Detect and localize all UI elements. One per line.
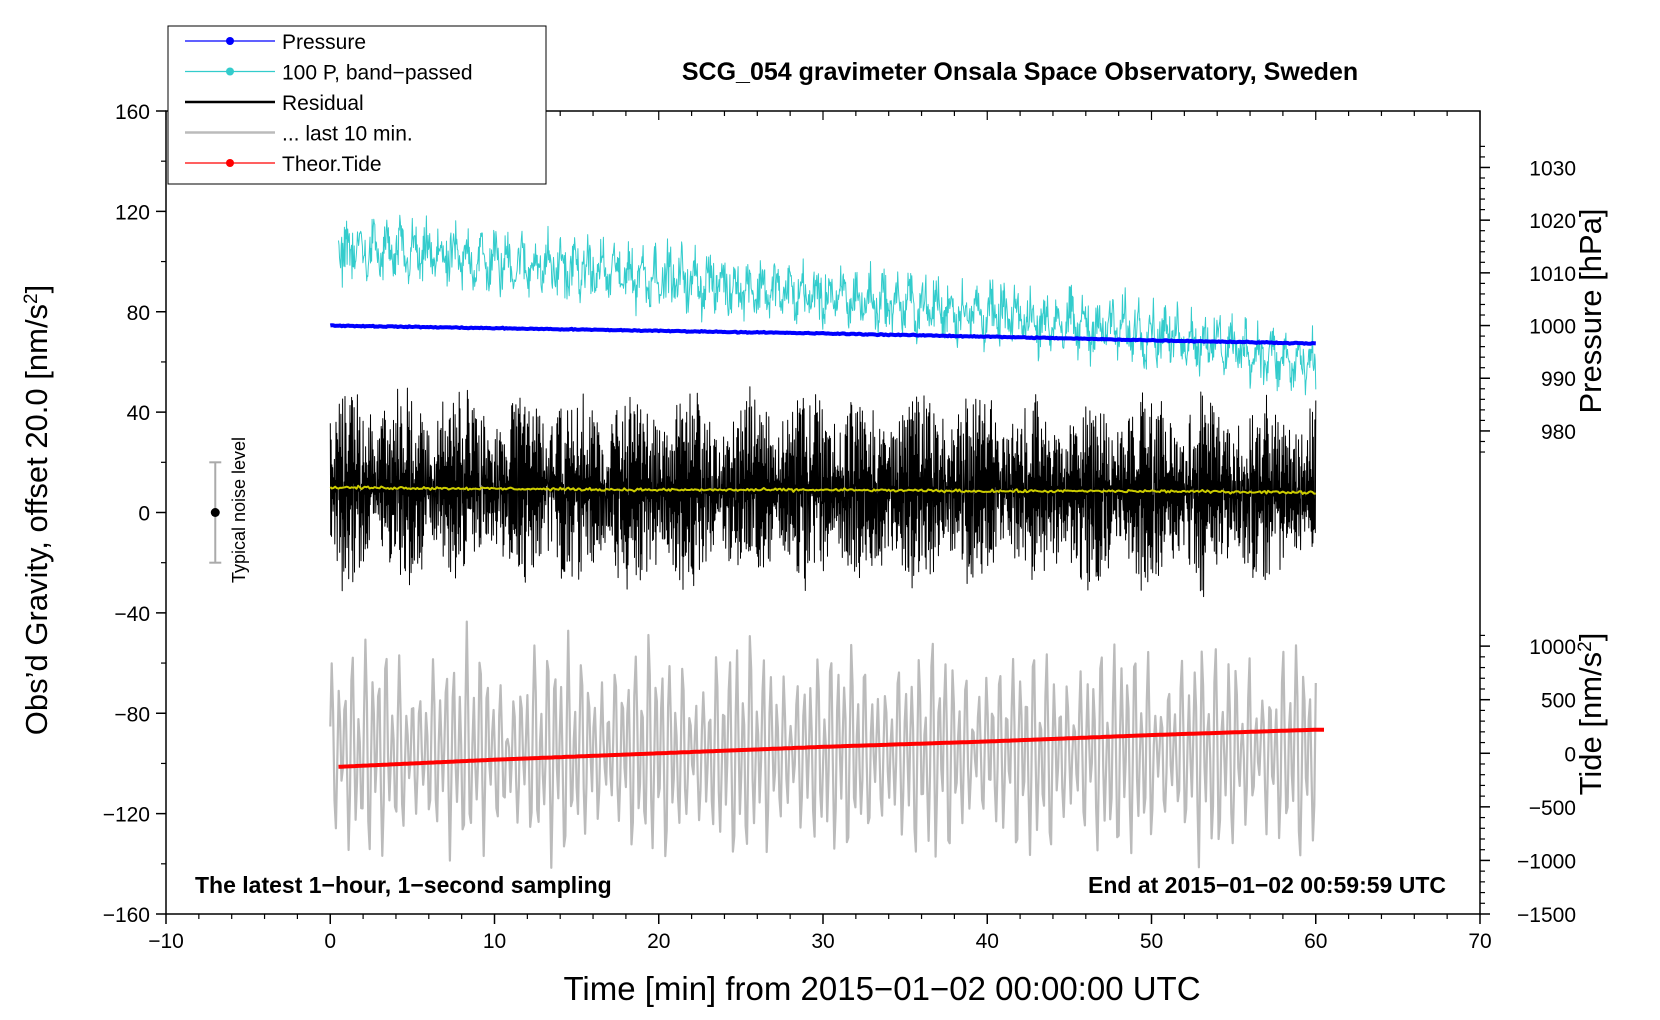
legend-marker [226,37,234,45]
y-tick-label: 120 [115,201,150,224]
series-theor-tide [338,727,1324,769]
x-axis-title: Time [min] from 2015−01−02 00:00:00 UTC [563,970,1200,1007]
pressure-tick-label: 1030 [1529,157,1576,180]
y-tick-label: 0 [138,503,150,526]
x-tick-label: 0 [324,930,336,953]
axis-layer: −10 0 10 20 30 40 50 60 70−160−120−80−4004080120… [103,101,1576,953]
y-tick-label: −120 [103,804,150,827]
tide-tick-label: −1500 [1517,904,1576,927]
annotation-bottom-right: End at 2015−01−02 00:59:59 UTC [1088,872,1446,898]
x-tick-label: 50 [1140,930,1163,953]
tide-tick-label: −1000 [1517,850,1576,873]
tide-axis-title-sup: 2 [1575,641,1596,652]
legend-marker [226,67,234,76]
x-tick-label: −10 [148,930,184,953]
tide-tick-label: 500 [1541,690,1576,713]
legend-label: Residual [282,92,364,115]
pressure-tick-label: 990 [1541,368,1576,391]
y-axis-title-text: Obs’d Gravity, offset 20.0 [nm/s [19,304,54,735]
series-residual [329,386,1317,598]
annotation-bottom-left: The latest 1−hour, 1−second sampling [195,872,612,898]
pressure-tick-label: 980 [1541,421,1576,444]
tide-axis-title-text: Tide [nm/s [1573,652,1608,796]
tide-axis-title-end: ] [1573,633,1608,642]
noise-label: Typical noise level [229,437,249,583]
x-tick-label: 60 [1304,930,1327,953]
series-last-10-min [329,620,1317,869]
legend-label: Pressure [282,31,366,54]
x-tick-label: 40 [976,930,999,953]
tide-axis-title: Tide [nm/s2] [1573,633,1608,796]
chart-title: SCG_054 gravimeter Onsala Space Observat… [682,58,1358,86]
y-tick-label: 80 [127,302,150,325]
noise-bar-center [210,508,220,517]
series-pressure [329,323,1317,346]
legend: Pressure 100 P, band−passed Residual ... la… [167,25,547,185]
tide-tick-label: 1000 [1529,636,1576,659]
y-tick-label: −80 [114,703,150,726]
tide-tick-label: 0 [1564,743,1576,766]
pressure-axis-title: Pressure [hPa] [1573,208,1608,413]
x-tick-label: 10 [483,930,506,953]
pressure-tick-label: 1000 [1529,316,1576,339]
series-layer [329,214,1324,869]
x-tick-label: 20 [647,930,670,953]
y-axis-title-sup: 2 [21,293,42,304]
y-tick-label: 160 [115,101,150,124]
y-tick-label: −40 [114,603,150,626]
legend-label: 100 P, band−passed [282,62,473,85]
x-tick-label: 30 [811,930,834,953]
tide-tick-label: −500 [1529,797,1576,820]
y-axis-title-end: ] [19,285,54,294]
x-tick-label: 70 [1468,930,1491,953]
legend-box [167,25,547,185]
series-band-passed [338,214,1317,396]
legend-marker [226,159,234,167]
legend-label: ... last 10 min. [282,123,413,146]
y-tick-label: 40 [127,402,150,425]
series-residual-smoothed [329,484,1316,495]
legend-label: Theor.Tide [282,153,382,176]
y-axis-title: Obs’d Gravity, offset 20.0 [nm/s2] [19,285,54,736]
pressure-tick-label: 1020 [1529,210,1576,233]
noise-indicator [209,461,222,564]
pressure-tick-label: 1010 [1529,263,1576,286]
y-tick-label: −160 [103,904,150,927]
